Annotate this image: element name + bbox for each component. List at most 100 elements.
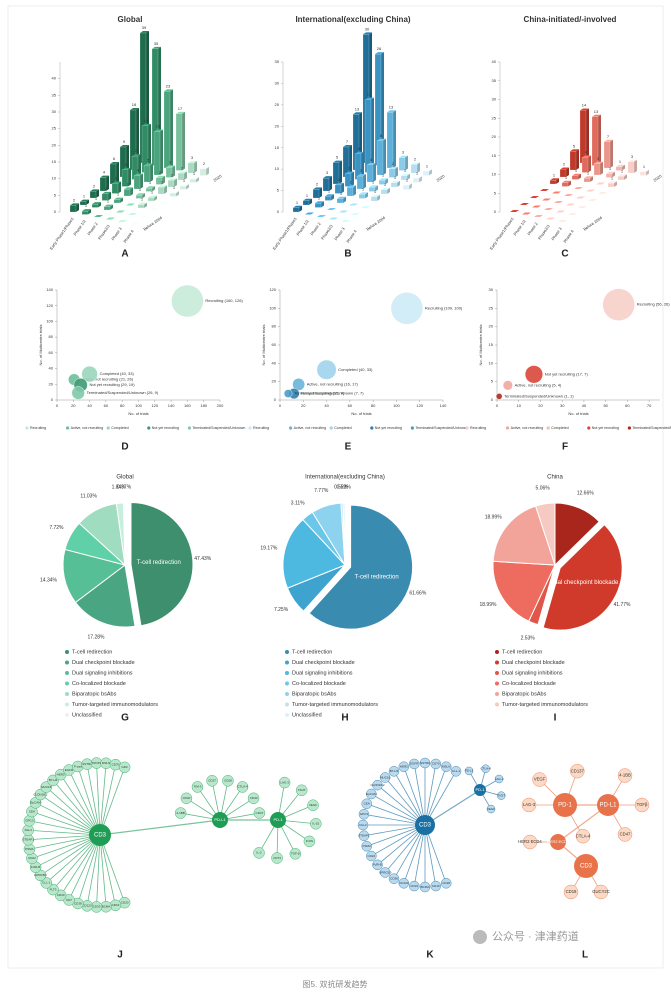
value-label: 26 <box>377 46 382 51</box>
node-label: PD-L1 <box>465 769 474 773</box>
legend-label: Co-localized blockade <box>502 681 556 687</box>
value-label: 19.17% <box>260 545 278 551</box>
bar-side <box>152 186 155 192</box>
legend-swatch <box>248 426 252 430</box>
x-tick-label: 140 <box>440 403 447 408</box>
node-label: 4-1BB <box>176 811 184 815</box>
point-label: Recruiting (56, 26) <box>637 302 671 307</box>
bar-side <box>343 196 346 203</box>
edge <box>60 834 101 896</box>
x-axis-title: No. of trials <box>568 411 588 416</box>
bar-side <box>568 180 571 187</box>
y-tick-label: 35 <box>52 92 57 97</box>
bar-top <box>327 208 336 210</box>
bar-top <box>393 194 402 197</box>
node <box>593 884 609 900</box>
bar-top <box>401 173 410 176</box>
bar-side <box>130 187 133 196</box>
bubble <box>502 380 513 391</box>
hub-node <box>474 784 486 796</box>
value-label: 17 <box>367 92 372 97</box>
value-label: 2 <box>127 181 130 186</box>
point-label: Active, not recruiting (16, 17) <box>307 381 359 386</box>
bar-top <box>584 176 593 179</box>
node-label: GD2 <box>122 765 129 769</box>
edge <box>424 766 447 826</box>
panel-letter: I <box>554 713 557 724</box>
bar-side <box>142 193 145 199</box>
node-label: DLL3 <box>359 823 367 827</box>
edge <box>40 794 101 836</box>
y-tick-label: 5 <box>54 192 57 197</box>
bar-top <box>333 160 342 163</box>
node-label: CD20 <box>121 900 129 904</box>
bar-top <box>347 185 356 188</box>
node-label: CD40 <box>250 796 258 800</box>
y-tick-label: 20 <box>489 324 494 329</box>
bar-side <box>148 123 151 173</box>
node-label: CD27 <box>208 779 216 783</box>
bar-top <box>82 209 91 212</box>
y-tick-label: 15 <box>489 342 494 347</box>
bar-side <box>96 189 99 198</box>
edge <box>424 824 437 887</box>
bar-side <box>429 169 432 176</box>
year-label: 2020 <box>435 173 446 183</box>
bar-top <box>114 197 123 200</box>
node-label: LAG-3 <box>280 780 289 784</box>
value-label: 1 <box>193 171 196 176</box>
node-label: CEA <box>29 809 35 813</box>
bar <box>639 171 647 176</box>
value-label: 1 <box>406 177 409 182</box>
x-tick-label: 180 <box>200 403 207 408</box>
x-tick-label: 20 <box>71 403 76 408</box>
bar-side <box>576 149 579 170</box>
edge <box>384 777 426 826</box>
node <box>450 766 462 777</box>
bar-top <box>608 181 617 184</box>
edge <box>371 824 426 857</box>
edge <box>96 763 101 836</box>
bar <box>89 191 97 199</box>
node <box>398 878 409 889</box>
bar-top <box>618 174 627 177</box>
bubble <box>283 389 293 398</box>
value-label: 3 <box>402 150 405 155</box>
value-label: 30 <box>365 26 370 31</box>
watermark: 公众号 · 津津药道 <box>492 929 579 943</box>
value-label: 3.11% <box>291 500 305 506</box>
y-tick-label: 15 <box>275 145 280 150</box>
hub-link <box>424 789 481 826</box>
node-label: GPRC5D <box>379 870 392 874</box>
bar <box>292 207 300 213</box>
caption: 图5. 双抗研发趋势 <box>303 979 368 989</box>
node <box>486 804 496 814</box>
value-label: 7 <box>135 148 138 153</box>
value-label: 1 <box>95 196 98 201</box>
node-label: IL-2 <box>256 851 262 855</box>
bar-top <box>423 169 432 172</box>
bar-side <box>624 174 627 180</box>
node-label: CLL-1 <box>42 881 51 885</box>
bar-side <box>375 185 378 192</box>
bar-side <box>622 164 625 171</box>
value-label: 1 <box>372 179 375 184</box>
value-label: 14 <box>582 103 587 108</box>
y-tick-label: 40 <box>52 76 57 81</box>
value-label: 12.66% <box>577 490 595 496</box>
chart-title: International(excluding China) <box>305 475 385 481</box>
bar-side <box>353 185 356 196</box>
bar <box>163 91 171 169</box>
node <box>481 764 490 773</box>
value-label: 47.43% <box>194 556 212 562</box>
node <box>409 758 420 770</box>
bar-top <box>148 195 157 198</box>
edge <box>363 824 426 837</box>
y-axis-title: No. of Multicentre trials <box>261 325 266 366</box>
bar-side <box>417 162 420 173</box>
node-label: CD123 <box>82 904 92 908</box>
y-axis-title: No. of Multicentre trials <box>478 325 483 366</box>
panel-letter: H <box>341 713 348 724</box>
node-label: CD7 <box>66 898 72 902</box>
